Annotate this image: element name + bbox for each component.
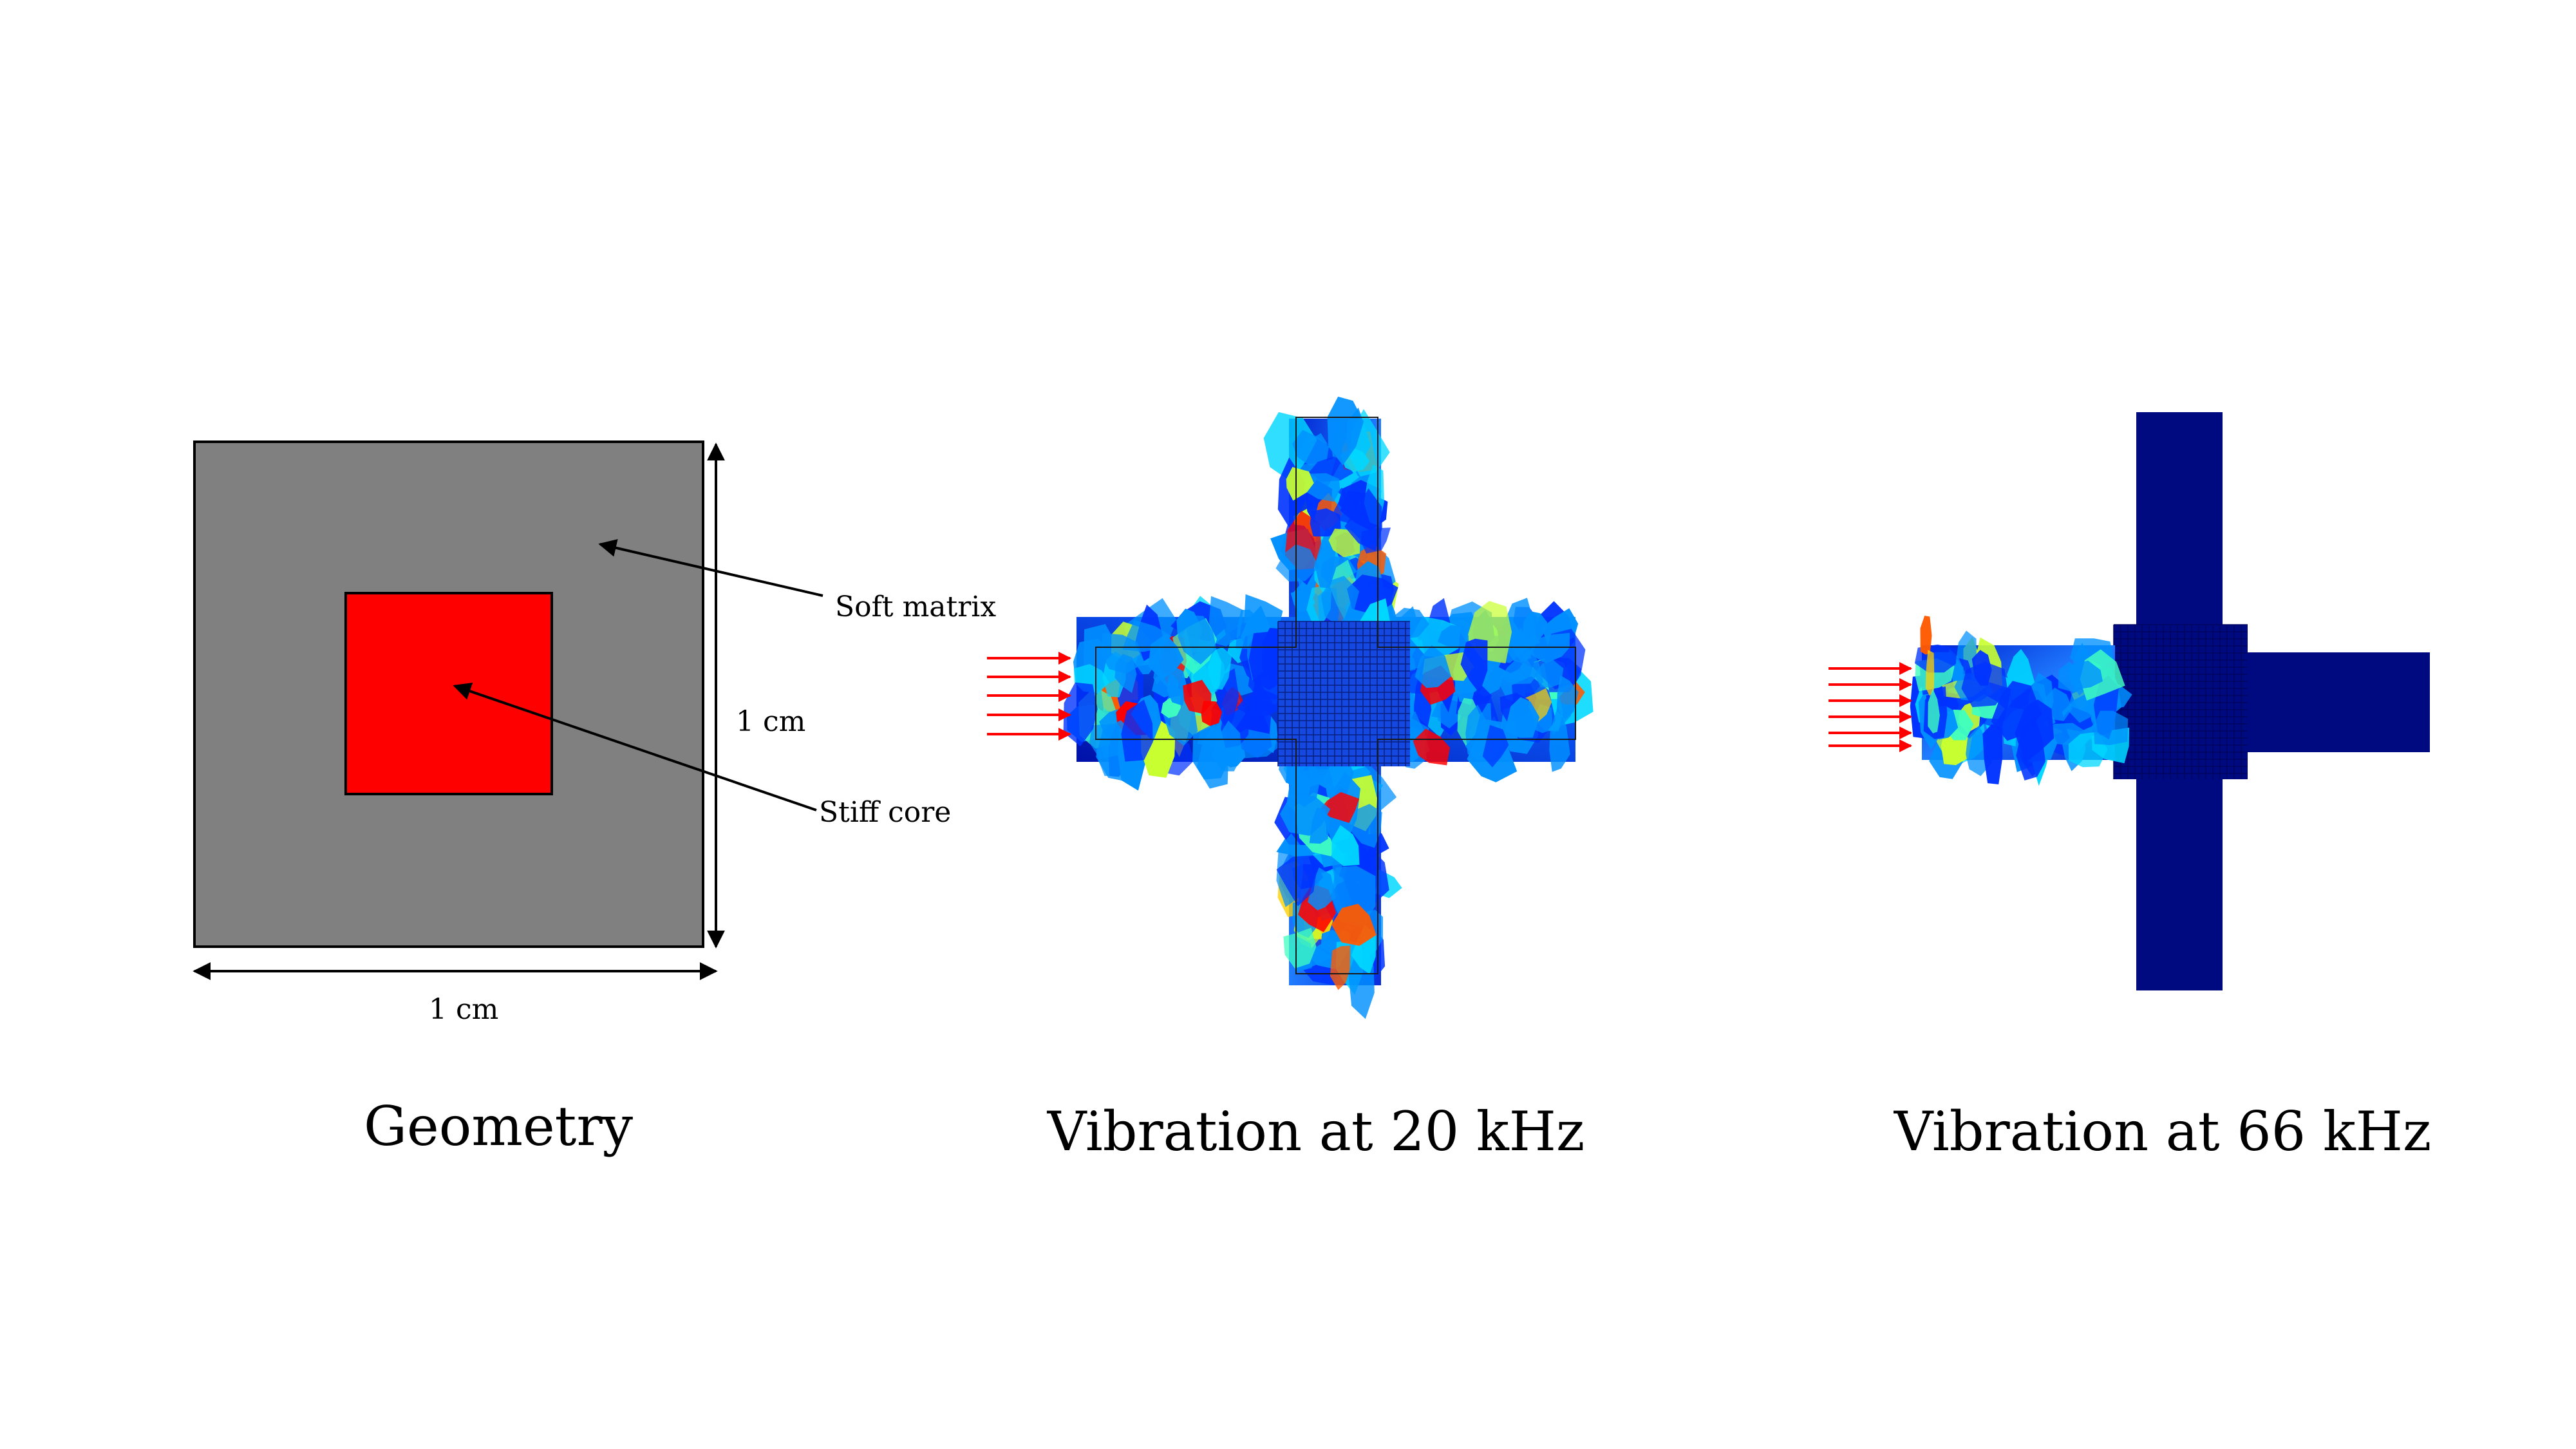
vibration-patches-20khz	[1063, 396, 1594, 1019]
vibration-patch	[1286, 467, 1314, 501]
vibration-patch	[1529, 632, 1570, 663]
vibration-patch	[1236, 609, 1260, 649]
vibration-patch	[1236, 688, 1282, 716]
vibration-patch	[1523, 688, 1552, 724]
vibration-patch	[1982, 724, 2003, 784]
vibration-patch	[1502, 598, 1536, 665]
right-arm-66khz	[2246, 652, 2430, 752]
vibration-patch	[1928, 688, 1940, 734]
incident-wave-arrows-66khz	[1829, 662, 1912, 752]
vibration-patch	[1534, 659, 1564, 688]
vibration-patch	[1178, 614, 1217, 665]
height-label: 1 cm	[736, 705, 805, 738]
vibration-patch	[1320, 791, 1360, 823]
undeformed-outline-20khz	[1095, 417, 1576, 974]
vibration-66khz-caption: Vibration at 66 kHz	[1894, 1100, 2432, 1163]
vibration-patch	[1437, 625, 1469, 649]
vibration-patch	[1310, 508, 1341, 536]
vibration-patch	[1212, 720, 1243, 772]
geometry-panel: Soft matrix Stiff core 1 cm 1 cm Geometr…	[193, 440, 996, 1158]
vibration-patch	[1991, 681, 2042, 741]
vibration-patch	[1209, 596, 1243, 647]
vibration-patch	[1505, 697, 1540, 738]
stiff-core-leader	[453, 682, 817, 811]
vibration-patch	[1460, 638, 1488, 694]
vibration-patch	[1183, 679, 1212, 714]
vibration-patch	[1263, 412, 1317, 482]
vibration-patch	[1308, 867, 1336, 911]
geometry-caption: Geometry	[364, 1095, 634, 1158]
vibration-patch	[1465, 705, 1486, 761]
mesh-core-20khz	[1277, 621, 1410, 766]
width-label: 1 cm	[429, 993, 498, 1026]
vibration-patch	[1248, 630, 1287, 690]
vibration-patch	[1482, 724, 1509, 768]
stiff-core-label: Stiff core	[819, 796, 951, 829]
vibration-patch	[2094, 710, 2129, 745]
vibration-patch	[1344, 488, 1382, 551]
vibration-patch	[1292, 430, 1329, 466]
vibration-patch	[1925, 650, 1935, 696]
soft-matrix-label: Soft matrix	[835, 591, 996, 623]
vibration-patch	[1303, 473, 1340, 502]
vibration-patch	[1500, 659, 1540, 685]
stiff-core-square	[344, 592, 553, 795]
vibration-patch	[1331, 904, 1377, 946]
vibration-66khz-panel: Vibration at 66 kHz	[1829, 412, 2431, 1163]
vibration-patches-66khz	[1910, 616, 2132, 786]
vibration-patch	[2068, 660, 2103, 690]
vibration-patch	[1121, 699, 1153, 762]
vibration-patch	[1275, 544, 1319, 582]
vibration-patch	[1283, 927, 1317, 969]
vibration-patch	[1920, 616, 1932, 655]
mesh-background	[2114, 625, 2248, 779]
vibration-patch	[1330, 945, 1351, 990]
vibration-patch	[1331, 825, 1360, 866]
vibration-patch	[1327, 396, 1364, 466]
vibration-patch	[1152, 673, 1179, 697]
vibration-patch	[1101, 633, 1145, 674]
vibration-20khz-caption: Vibration at 20 kHz	[1047, 1100, 1585, 1163]
vibration-patch	[2080, 649, 2125, 701]
vibration-patch	[1207, 647, 1232, 690]
vibration-patch	[1556, 675, 1579, 719]
vibration-patch	[1350, 804, 1382, 848]
incident-wave-arrows-20khz	[987, 652, 1071, 741]
vibration-20khz-panel: Vibration at 20 kHz	[987, 396, 1594, 1163]
vibration-patch	[1321, 576, 1360, 625]
mesh-core-66khz	[2113, 624, 2248, 779]
vibration-patch	[1148, 634, 1184, 680]
vibration-patch	[1971, 650, 1992, 686]
vibration-patch	[1279, 795, 1331, 836]
vibration-patch	[1413, 728, 1451, 766]
vibration-patch	[1063, 682, 1098, 746]
vibration-patch	[1415, 645, 1451, 688]
